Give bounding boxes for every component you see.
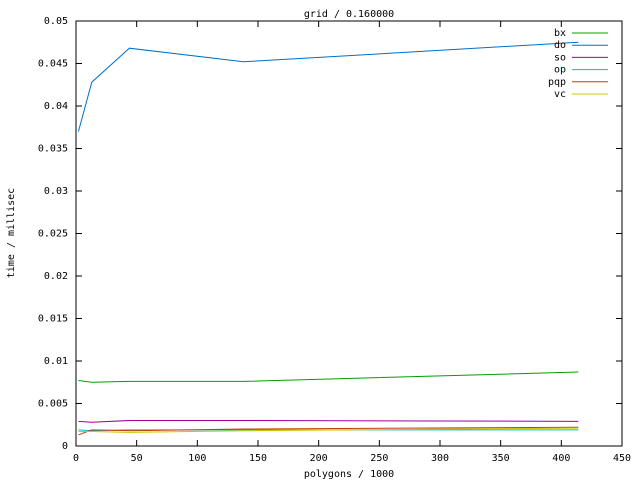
x-tick-label: 50 [131,453,143,464]
x-tick-label: 100 [188,453,206,464]
y-tick-label: 0 [62,441,68,452]
legend-label: bx [554,28,566,39]
x-tick-label: 250 [370,453,388,464]
x-tick-label: 0 [73,453,79,464]
y-tick-label: 0.05 [44,16,68,27]
x-tick-label: 150 [249,453,267,464]
y-axis-label: time / millisec [6,188,17,278]
series-line [77,41,579,132]
y-tick-label: 0.04 [44,101,68,112]
x-tick-label: 400 [552,453,570,464]
legend-label: op [554,65,566,76]
y-tick-label: 0.01 [44,356,68,367]
legend-label: so [554,52,566,63]
series-line [78,371,579,383]
x-axis-label: polygons / 1000 [304,469,394,480]
x-tick-label: 300 [431,453,449,464]
y-tick-label: 0.015 [38,314,68,325]
y-tick-label: 0.035 [38,144,68,155]
y-tick-label: 0.045 [38,59,68,70]
y-tick-label: 0.025 [38,229,68,240]
legend-label: pqp [548,77,566,88]
plot-frame [75,20,623,447]
x-tick-label: 450 [613,453,631,464]
x-tick-label: 200 [310,453,328,464]
chart-title: grid / 0.160000 [304,9,394,20]
series-line [78,420,579,423]
x-tick-label: 350 [492,453,510,464]
legend-label: vc [554,89,566,100]
y-tick-label: 0.005 [38,399,68,410]
y-tick-label: 0.02 [44,271,68,282]
y-tick-label: 0.03 [44,186,68,197]
series-line [78,427,579,433]
legend-label: do [554,40,566,51]
